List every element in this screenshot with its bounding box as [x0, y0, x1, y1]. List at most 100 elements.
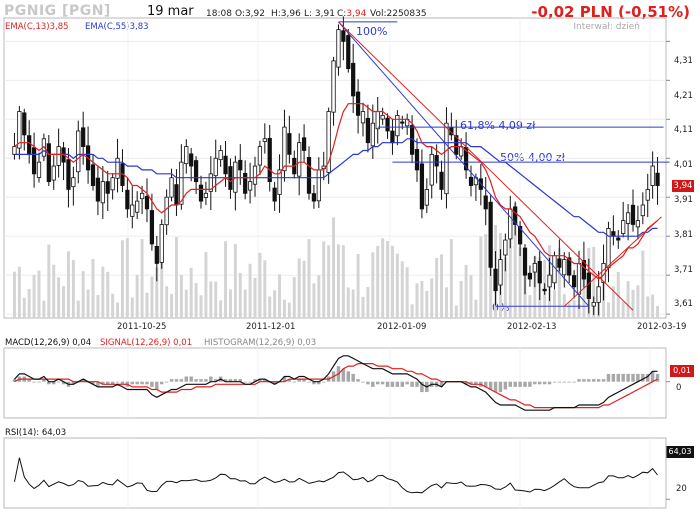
histogram-bar [52, 381, 56, 385]
volume-bar [81, 271, 85, 318]
histogram-bar [140, 381, 144, 385]
candle-body [311, 193, 317, 202]
volume-bar [57, 277, 61, 318]
histogram-bar [32, 381, 36, 383]
candle-body [616, 237, 621, 241]
candle-body [395, 115, 400, 137]
volume-bar [179, 274, 183, 318]
candle-body [419, 163, 425, 210]
histogram-bar [106, 381, 110, 385]
volume-bar [469, 275, 473, 318]
volume-bar [322, 241, 326, 318]
y-tick: 3,81 [674, 230, 693, 240]
candle-body [375, 111, 380, 130]
candle-body [115, 157, 120, 179]
volume-bar [435, 257, 439, 318]
volume-bar [37, 270, 41, 318]
interval-label: Interwał: dzień [573, 22, 640, 32]
volume-bar [332, 217, 336, 318]
candle-body [66, 159, 71, 190]
candle-body [635, 220, 641, 228]
signal-line [14, 363, 658, 409]
x-tick: 2011-12-01 [246, 322, 296, 332]
volume-bar [577, 304, 581, 318]
volume-bar [209, 281, 213, 318]
candle-body [414, 149, 420, 171]
quote-time: 18:08 [206, 9, 232, 19]
downtrend-line [338, 21, 634, 311]
quote-high: H:3,96 [271, 9, 301, 19]
candle-body [586, 272, 591, 299]
volume-bar [253, 277, 257, 318]
candle-body [326, 111, 331, 173]
volume-bar [140, 239, 144, 318]
histogram-bar [518, 381, 522, 387]
histogram-bar [636, 373, 640, 382]
volume-bar [204, 251, 208, 318]
volume-bar [651, 294, 655, 318]
candle-body [571, 275, 577, 288]
candle-body [621, 220, 626, 234]
histogram-bar [341, 368, 346, 382]
candle-body [110, 177, 115, 191]
rsi-line [14, 457, 658, 494]
histogram-bar [160, 381, 164, 385]
y-tick: 3,91 [674, 195, 693, 205]
volume-bar [62, 286, 66, 318]
volume-bar [214, 281, 218, 318]
candle-body [346, 35, 351, 70]
price-change: -0,02 PLN (-0,51%) [531, 3, 690, 21]
histogram-bar [81, 379, 85, 382]
histogram-bar [621, 373, 625, 382]
candle-body [174, 184, 179, 206]
quote-open: O:3,92 [235, 9, 265, 19]
candle-body [508, 208, 513, 240]
volume-bar [47, 244, 51, 318]
histogram-bar [528, 381, 532, 387]
candle-body [301, 137, 307, 151]
histogram-bar [356, 379, 360, 382]
volume-bar [96, 294, 100, 318]
candle-body [360, 111, 366, 124]
histogram-bar [96, 381, 100, 387]
candle-body [149, 210, 155, 245]
candle-body [365, 117, 371, 144]
histogram-bar [115, 381, 120, 383]
candle-body [493, 268, 498, 292]
volume-bar [145, 292, 149, 318]
y-tick: 4,01 [674, 160, 693, 170]
histogram-bar [135, 381, 139, 385]
candle-body [203, 192, 209, 198]
histogram-bar [155, 381, 159, 390]
legend-ema13: EMA(C,13)3,85 [5, 22, 69, 32]
volume-bar [444, 287, 448, 318]
volume-bar [170, 294, 174, 318]
histogram-bar [150, 381, 154, 387]
histogram-bar [263, 379, 267, 382]
histogram-bar [272, 381, 277, 385]
volume-bar [616, 271, 620, 318]
macd-value-badge: 0,01 [670, 365, 694, 377]
histogram-bar [204, 379, 208, 382]
candle-body [31, 147, 37, 175]
volume-bar [341, 245, 345, 318]
volume-bar [459, 280, 463, 318]
candle-body [611, 231, 616, 237]
histogram-bar [297, 379, 301, 382]
candle-body [468, 176, 474, 186]
candle-body [184, 146, 189, 165]
histogram-bar [410, 381, 414, 387]
x-tick: 2012-01-09 [377, 322, 427, 332]
volume-bar [120, 240, 124, 318]
histogram-bar [626, 373, 630, 382]
candle-body [287, 133, 292, 155]
fib-trend-line [338, 21, 590, 307]
candle-body [596, 286, 601, 303]
y-tick: 4,31 [674, 56, 693, 66]
volume-bar [582, 268, 586, 318]
volume-bar [248, 263, 252, 318]
histogram-bar [415, 381, 419, 387]
volume-bar [125, 238, 129, 318]
candle-body [208, 173, 213, 192]
candle-body [522, 247, 528, 276]
